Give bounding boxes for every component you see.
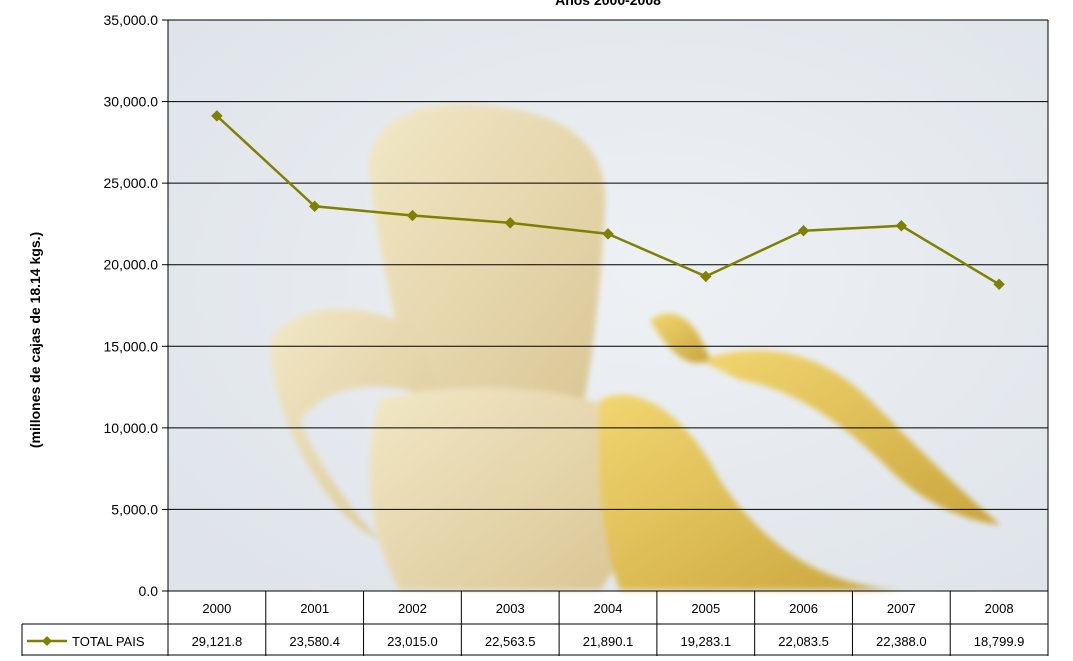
data-point-marker (993, 278, 1005, 291)
banana-background-image (168, 20, 1048, 591)
data-point-marker (406, 209, 419, 222)
banana-peel-center (598, 394, 910, 590)
banana-peel-tip (650, 313, 710, 364)
y-tick-label: 20,000.0 (104, 257, 159, 273)
banana-peel-right (700, 350, 1000, 525)
x-tick-label: 2003 (496, 601, 525, 616)
y-tick-label: 25,000.0 (104, 175, 159, 191)
data-point-marker (602, 228, 614, 240)
data-label: 22,563.5 (485, 634, 536, 649)
banana-peel-left (270, 308, 440, 540)
x-tick-label: 2005 (691, 601, 720, 616)
y-axis: 0.0 5,000.0 10,000.0 15,000.0 20,000.0 25,000… (104, 12, 1049, 599)
chart-title: Años 2000-2008 (555, 0, 661, 8)
y-tick-label: 5,000.0 (111, 501, 158, 517)
data-point-marker (895, 220, 908, 232)
data-point-marker (700, 270, 712, 283)
y-tick-label: 10,000.0 (104, 420, 159, 436)
data-label: 19,283.1 (680, 634, 731, 649)
data-label: 22,388.0 (876, 634, 927, 649)
gridlines (168, 19, 1048, 510)
legend-label: TOTAL PAIS (72, 634, 145, 649)
x-tick-label: 2000 (202, 601, 231, 616)
y-axis-label: (millones de cajas de 18.14 kgs.) (27, 231, 43, 449)
data-point-marker (211, 110, 223, 122)
data-label: 29,121.8 (192, 634, 243, 649)
x-tick-label: 2002 (398, 601, 427, 616)
banana-peel-bottom (369, 387, 634, 590)
x-tick-label: 2006 (789, 601, 818, 616)
y-tick-label: 15,000.0 (104, 338, 159, 354)
x-tick-label: 2004 (594, 601, 623, 616)
data-point-marker (308, 200, 321, 213)
data-label: 23,015.0 (387, 634, 438, 649)
series-total-pais (211, 110, 1005, 291)
data-label: 22,083.5 (778, 634, 829, 649)
x-tick-label: 2001 (300, 601, 329, 616)
y-tick-label: 30,000.0 (104, 94, 159, 110)
data-label: 23,580.4 (289, 634, 340, 649)
y-tick-label: 35,000.0 (104, 12, 159, 28)
x-tick-label: 2007 (887, 601, 916, 616)
data-label: 21,890.1 (583, 634, 634, 649)
data-table: 2000 2001 2002 2003 2004 2005 2006 2007 2008 29,1… (21, 590, 1049, 656)
data-point-marker (504, 217, 516, 229)
legend-marker (42, 636, 52, 646)
x-tick-label: 2008 (985, 601, 1014, 616)
data-label: 18,799.9 (974, 634, 1025, 649)
data-point-marker (797, 225, 810, 237)
y-tick-label: 0.0 (139, 583, 159, 599)
